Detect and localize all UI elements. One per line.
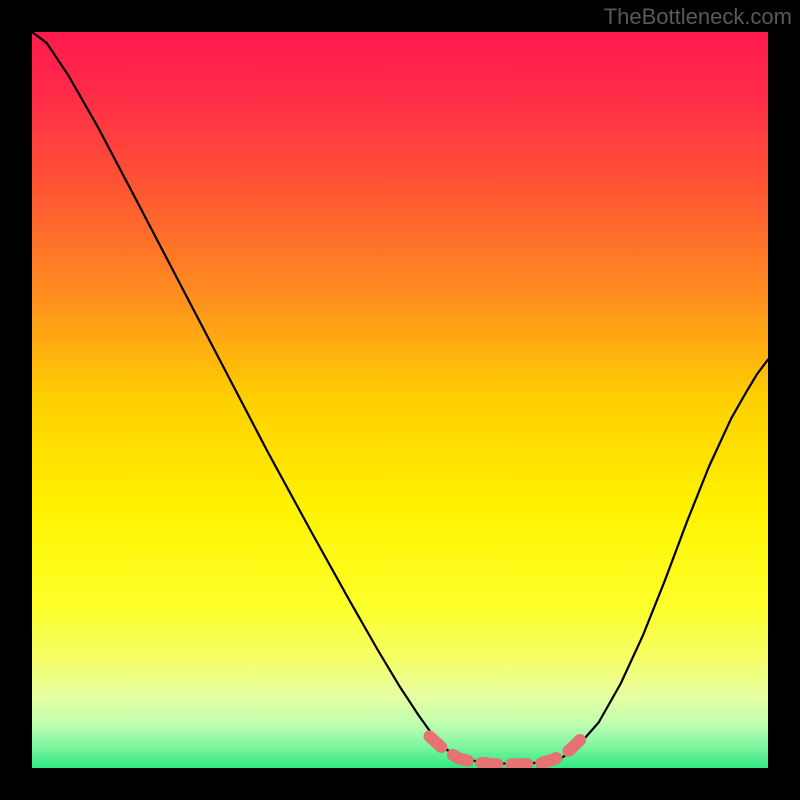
chart-frame: TheBottleneck.com: [0, 0, 800, 800]
plot-area: [32, 32, 768, 768]
watermark-text: TheBottleneck.com: [604, 4, 792, 30]
gradient-background: [32, 32, 768, 768]
